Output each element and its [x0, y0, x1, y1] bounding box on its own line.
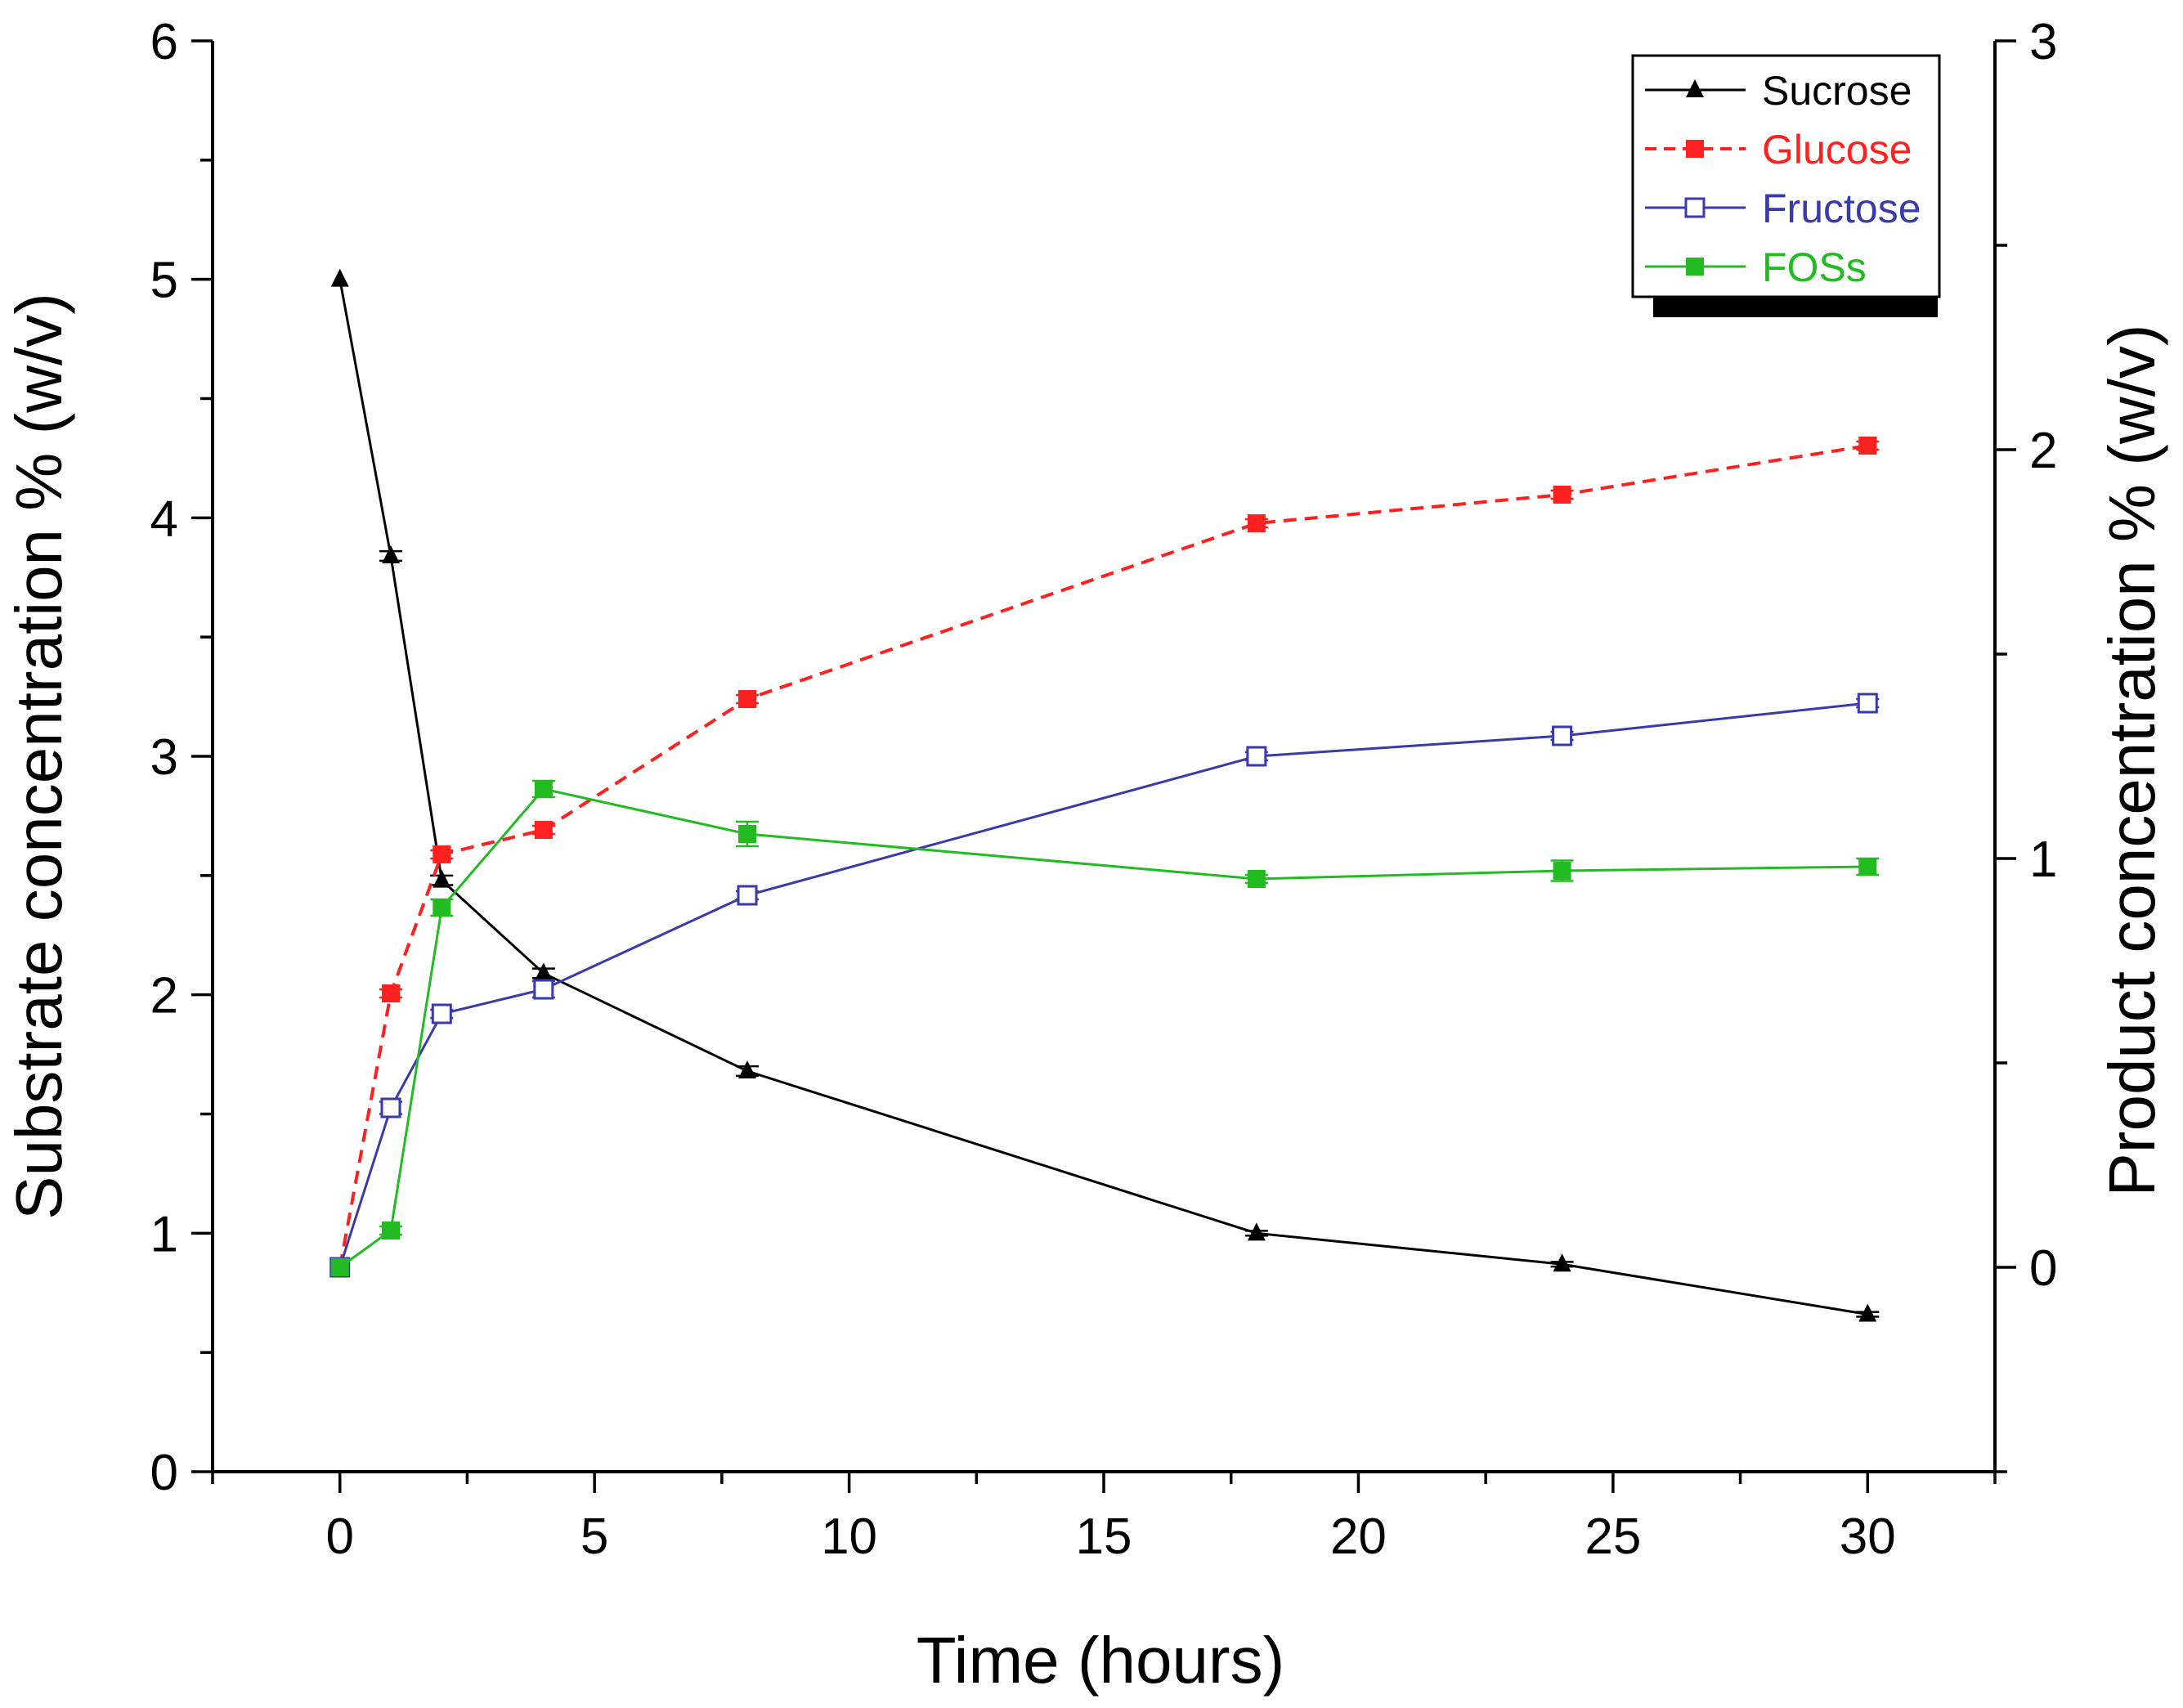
- series-sucrose: [330, 268, 1880, 1322]
- legend-label-foss: FOSs: [1762, 244, 1867, 290]
- data-point-fructose: [533, 979, 554, 1000]
- data-point-sucrose: [433, 869, 451, 888]
- legend-box: [1631, 54, 1941, 298]
- legend-label-glucose: Glucose: [1762, 127, 1912, 173]
- data-point-sucrose: [1858, 1303, 1877, 1322]
- y-left-tick-label: 2: [150, 968, 178, 1024]
- data-point-fructose: [380, 1097, 401, 1118]
- y-left-tick-label: 1: [150, 1206, 178, 1262]
- data-point-foss: [382, 1222, 400, 1240]
- y-right-tick-label: 2: [2029, 423, 2057, 479]
- series-line-foss: [338, 787, 1868, 1269]
- y-right-axis-title: Product concentration % (w/v): [2096, 324, 2168, 1196]
- data-point-fructose: [737, 885, 758, 906]
- legend: Sucrose Glucose Fructose FOSs: [1631, 54, 1941, 317]
- data-point-sucrose: [1247, 1222, 1266, 1241]
- data-point-foss: [1553, 862, 1571, 880]
- data-point-glucose: [738, 690, 756, 708]
- x-tick-label: 20: [1330, 1509, 1387, 1565]
- data-point-foss: [1858, 858, 1877, 876]
- y-left-tick-label: 6: [150, 14, 178, 70]
- y-left-tick-label: 3: [150, 729, 178, 786]
- data-point-fructose: [431, 1003, 452, 1024]
- y-right-tick-label: 0: [2029, 1240, 2057, 1297]
- y-left-tick-label: 0: [150, 1445, 178, 1501]
- y-left-tick-label: 4: [150, 491, 178, 547]
- x-tick-label: 30: [1840, 1509, 1896, 1565]
- data-point-glucose: [1553, 486, 1571, 504]
- legend-marker-fructose: [1684, 197, 1706, 218]
- data-point-sucrose: [1553, 1253, 1571, 1272]
- legend-marker-sucrose: [1686, 79, 1704, 97]
- data-point-glucose: [433, 845, 451, 863]
- x-tick-label: 25: [1585, 1509, 1641, 1565]
- data-point-foss: [1247, 870, 1266, 888]
- legend-entries: Sucrose Glucose Fructose FOSs: [1645, 68, 1921, 290]
- y-left-axis-title: Substrate concentration % (w/v): [2, 293, 75, 1220]
- data-point-foss: [738, 825, 756, 843]
- y-left-tick-label: 5: [150, 253, 178, 309]
- data-point-foss: [534, 780, 553, 798]
- legend-label-sucrose: Sucrose: [1762, 68, 1912, 114]
- series-fructose: [329, 693, 1880, 1278]
- data-point-glucose: [1858, 437, 1877, 455]
- data-point-glucose: [382, 984, 400, 1002]
- y-right-tick-label: 1: [2029, 832, 2057, 888]
- x-axis-title: Time (hours): [917, 1624, 1284, 1697]
- series-line-sucrose: [338, 279, 1868, 1316]
- series-line-fructose: [338, 702, 1868, 1268]
- data-point-fructose: [1246, 746, 1267, 767]
- data-point-glucose: [1247, 514, 1266, 532]
- data-point-fructose: [1857, 693, 1878, 714]
- data-point-foss: [433, 899, 451, 917]
- legend-label-fructose: Fructose: [1762, 186, 1921, 231]
- axes-layer: 0 5 10 15 20 25 30 0 1 2 3 4 5 6 0 1 2 3: [150, 14, 2058, 1565]
- legend-marker-glucose: [1686, 140, 1704, 158]
- data-point-fructose: [1552, 725, 1573, 746]
- series-foss: [330, 779, 1880, 1276]
- data-point-sucrose: [330, 268, 349, 287]
- legend-marker-foss: [1686, 258, 1704, 276]
- x-tick-label: 0: [325, 1509, 353, 1565]
- x-tick-label: 10: [821, 1509, 877, 1565]
- series-glucose: [330, 437, 1880, 1276]
- data-point-sucrose: [534, 962, 553, 981]
- x-tick-label: 15: [1076, 1509, 1132, 1565]
- data-point-foss: [330, 1258, 349, 1276]
- series-layer: [329, 268, 1880, 1322]
- data-point-sucrose: [738, 1060, 756, 1078]
- x-tick-label: 5: [580, 1509, 608, 1565]
- data-point-glucose: [534, 821, 553, 839]
- y-right-tick-label: 3: [2029, 14, 2057, 70]
- data-point-sucrose: [382, 545, 400, 563]
- series-line-glucose: [338, 444, 1868, 1268]
